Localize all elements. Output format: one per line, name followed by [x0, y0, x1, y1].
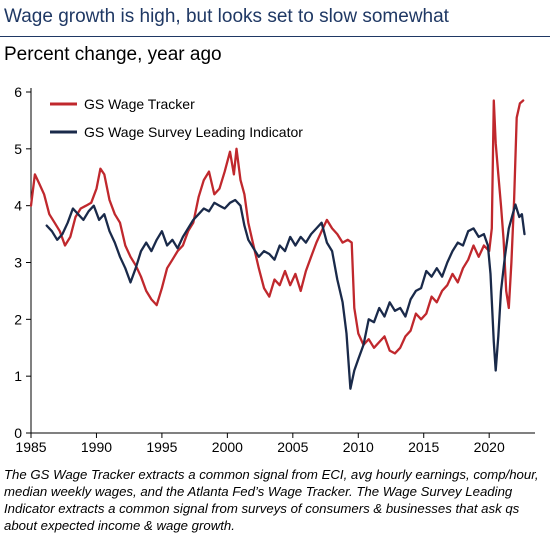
x-tick-label: 2015	[408, 439, 439, 455]
x-tick-label: 2010	[343, 439, 374, 455]
y-tick-label: 0	[14, 425, 22, 441]
x-tick-label: 2005	[277, 439, 308, 455]
y-tick-label: 1	[14, 368, 22, 384]
title-divider	[0, 36, 550, 37]
x-tick-label: 1990	[81, 439, 112, 455]
x-tick-label: 2000	[212, 439, 243, 455]
x-tick-label: 1995	[146, 439, 177, 455]
y-tick-label: 4	[14, 198, 22, 214]
chart-title: Wage growth is high, but looks set to sl…	[4, 6, 449, 27]
chart-caption: The GS Wage Tracker extracts a common si…	[4, 467, 539, 533]
chart-subtitle: Percent change, year ago	[4, 44, 222, 65]
y-tick-label: 5	[14, 141, 22, 157]
y-tick-label: 3	[14, 255, 22, 271]
y-tick-label: 2	[14, 311, 22, 327]
x-tick-label: 1985	[15, 439, 46, 455]
legend-label: GS Wage Tracker	[84, 96, 195, 112]
y-tick-label: 6	[14, 84, 22, 100]
series-line-gs-wage-tracker	[29, 99, 525, 355]
series-line-wage-survey-leading-indicator	[45, 198, 526, 390]
legend-label: GS Wage Survey Leading Indicator	[84, 124, 303, 140]
x-tick-label: 2020	[474, 439, 505, 455]
